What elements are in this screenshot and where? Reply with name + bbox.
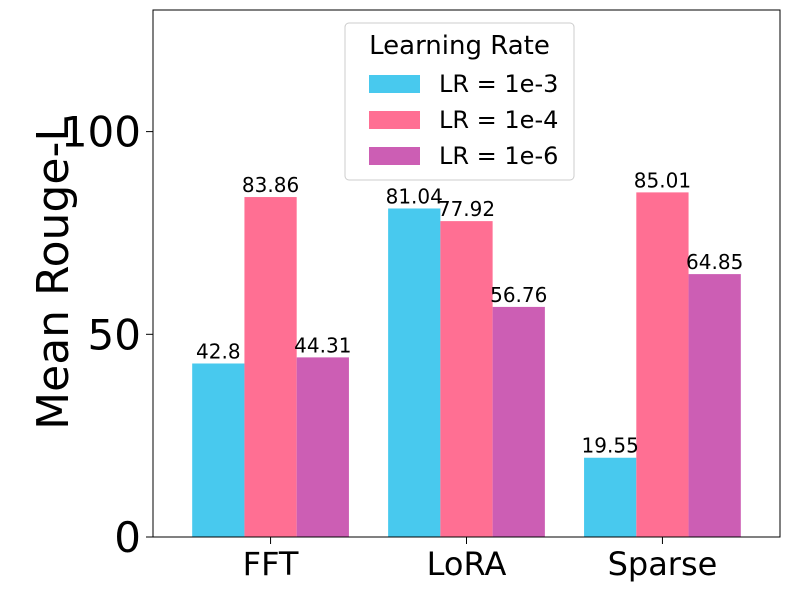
- bar: [636, 192, 689, 537]
- legend-label: LR = 1e-6: [439, 142, 558, 170]
- data-label: 64.85: [686, 250, 743, 274]
- legend-swatch: [369, 75, 420, 93]
- legend: Learning Rate LR = 1e-3LR = 1e-4LR = 1e-…: [344, 22, 575, 181]
- data-label: 56.76: [490, 283, 547, 307]
- legend-swatch: [369, 147, 420, 165]
- y-tick-label: 50: [88, 310, 141, 359]
- data-label: 81.04: [386, 184, 443, 208]
- bar: [440, 221, 493, 537]
- data-label: 83.86: [242, 173, 299, 197]
- x-tick-label: FFT: [243, 545, 299, 583]
- y-tick-label: 100: [61, 108, 141, 157]
- x-axis: FFT LoRA Sparse: [243, 537, 718, 583]
- x-tick-label: Sparse: [608, 545, 718, 583]
- legend-box: [344, 22, 575, 181]
- bar: [388, 208, 441, 537]
- data-label: 19.55: [582, 434, 639, 458]
- bar: [296, 357, 349, 537]
- bar: [584, 457, 637, 537]
- bar: [244, 197, 297, 537]
- bar: [492, 306, 545, 537]
- bar: [688, 274, 741, 537]
- data-label: 85.01: [634, 168, 691, 192]
- legend-items: LR = 1e-3 LR = 1e-4 LR = 1e-6: [369, 70, 558, 170]
- y-tick-label: 0: [114, 513, 141, 562]
- legend-label: LR = 1e-3: [439, 70, 558, 98]
- data-label: 44.31: [294, 333, 351, 357]
- data-label: 77.92: [438, 197, 495, 221]
- y-axis: 0 50 100: [61, 108, 153, 562]
- bar-labels-layer: 42.8 81.04 19.55 83.86 77.92 85.01 44.31 56.76 6…: [196, 168, 743, 457]
- bar: [192, 363, 245, 537]
- legend-label: LR = 1e-4: [439, 106, 558, 134]
- legend-swatch: [369, 111, 420, 129]
- x-tick-label: LoRA: [427, 545, 507, 583]
- legend-title: Learning Rate: [369, 31, 550, 61]
- data-label: 42.8: [196, 339, 241, 363]
- bars-layer: [192, 192, 741, 537]
- y-axis-label: Mean Rouge-L: [28, 117, 79, 430]
